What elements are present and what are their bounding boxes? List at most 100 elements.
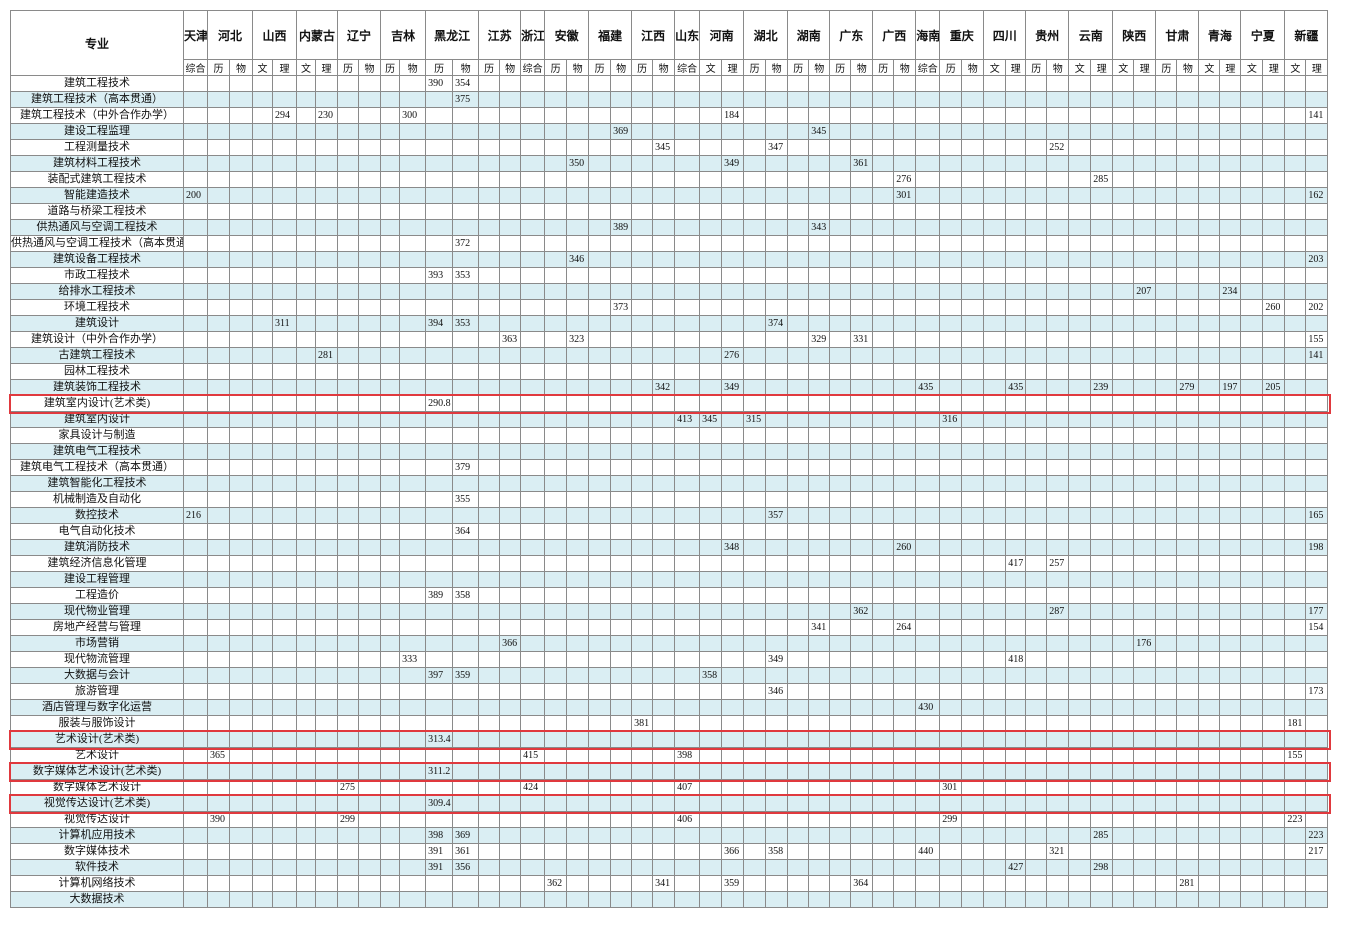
- empty-cell: [765, 603, 789, 620]
- empty-cell: [1262, 331, 1286, 348]
- empty-cell: [1025, 795, 1048, 812]
- empty-cell: [1133, 235, 1157, 252]
- empty-cell: [939, 171, 963, 188]
- empty-cell: [699, 75, 723, 92]
- empty-cell: [850, 299, 874, 316]
- empty-cell: [478, 859, 501, 876]
- empty-cell: [1046, 475, 1070, 492]
- empty-cell: [425, 171, 454, 188]
- empty-cell: [588, 539, 612, 556]
- empty-cell: [787, 251, 810, 268]
- empty-cell: [1005, 443, 1027, 460]
- empty-cell: [610, 91, 633, 108]
- empty-cell: [1068, 699, 1092, 716]
- empty-cell: [872, 443, 895, 460]
- empty-cell: [1090, 587, 1114, 604]
- empty-cell: [296, 699, 317, 716]
- empty-cell: [207, 219, 230, 236]
- empty-cell: [296, 827, 317, 844]
- empty-cell: [478, 603, 501, 620]
- empty-cell: [652, 539, 676, 556]
- empty-cell: [1005, 875, 1027, 892]
- empty-cell: [1112, 635, 1135, 652]
- empty-cell: [566, 475, 590, 492]
- empty-cell: [399, 395, 427, 412]
- empty-cell: [872, 427, 895, 444]
- empty-cell: [272, 619, 298, 636]
- empty-cell: [296, 155, 317, 172]
- empty-cell: [544, 603, 568, 620]
- empty-cell: [1112, 603, 1135, 620]
- empty-cell: [588, 619, 612, 636]
- empty-cell: [699, 827, 723, 844]
- empty-cell: [399, 635, 427, 652]
- empty-cell: [1112, 715, 1135, 732]
- empty-cell: [787, 91, 810, 108]
- empty-cell: [296, 187, 317, 204]
- empty-cell: [1219, 459, 1242, 476]
- empty-cell: [452, 555, 480, 572]
- empty-cell: [983, 603, 1007, 620]
- empty-cell: [850, 667, 874, 684]
- empty-cell: [380, 75, 401, 92]
- empty-cell: [699, 171, 723, 188]
- empty-cell: [566, 875, 590, 892]
- empty-cell: [272, 443, 298, 460]
- major-row: 机械制造及自动化 355: [10, 491, 1329, 508]
- empty-cell: [425, 155, 454, 172]
- empty-cell: [1133, 315, 1157, 332]
- empty-cell: [1068, 219, 1092, 236]
- empty-cell: [915, 203, 941, 220]
- empty-cell: [228, 587, 254, 604]
- empty-cell: [399, 219, 427, 236]
- empty-cell: [699, 795, 723, 812]
- empty-cell: [915, 651, 941, 668]
- empty-cell: [787, 155, 810, 172]
- empty-cell: [544, 859, 568, 876]
- empty-cell: [478, 203, 501, 220]
- empty-cell: [808, 91, 831, 108]
- empty-cell: [478, 235, 501, 252]
- empty-cell: [631, 315, 654, 332]
- empty-cell: [358, 203, 382, 220]
- major-name: 艺术设计(艺术类): [10, 731, 184, 748]
- empty-cell: [452, 347, 480, 364]
- major-name: 建筑电气工程技术（高本贯通）: [10, 459, 184, 476]
- empty-cell: [1025, 827, 1048, 844]
- major-row: 给排水工程技术 207 234: [10, 283, 1329, 300]
- empty-cell: [699, 491, 723, 508]
- empty-cell: [315, 731, 339, 748]
- subject-header: 物: [961, 59, 985, 76]
- empty-cell: [961, 699, 985, 716]
- empty-cell: [544, 235, 568, 252]
- empty-cell: [1005, 619, 1027, 636]
- empty-cell: [520, 107, 546, 124]
- empty-cell: [721, 235, 745, 252]
- empty-cell: [520, 427, 546, 444]
- empty-cell: [566, 491, 590, 508]
- empty-cell: [566, 699, 590, 716]
- empty-cell: [399, 603, 427, 620]
- empty-cell: [1068, 187, 1092, 204]
- major-row: 建设工程管理: [10, 571, 1329, 588]
- empty-cell: [1284, 347, 1307, 364]
- empty-cell: [499, 891, 522, 908]
- empty-cell: [915, 731, 941, 748]
- empty-cell: [765, 411, 789, 428]
- empty-cell: [652, 555, 676, 572]
- empty-cell: [1176, 811, 1200, 828]
- empty-cell: [961, 875, 985, 892]
- empty-cell: [380, 539, 401, 556]
- empty-cell: [1112, 187, 1135, 204]
- empty-cell: [1176, 299, 1200, 316]
- empty-cell: [1155, 379, 1178, 396]
- empty-cell: [499, 587, 522, 604]
- major-row: 大数据与会计 397 359 358: [10, 667, 1329, 684]
- empty-cell: [674, 443, 701, 460]
- province-header: 福建: [588, 10, 633, 60]
- empty-cell: [1262, 875, 1286, 892]
- empty-cell: [272, 587, 298, 604]
- empty-cell: [743, 523, 767, 540]
- empty-cell: [652, 667, 676, 684]
- empty-cell: [1155, 651, 1178, 668]
